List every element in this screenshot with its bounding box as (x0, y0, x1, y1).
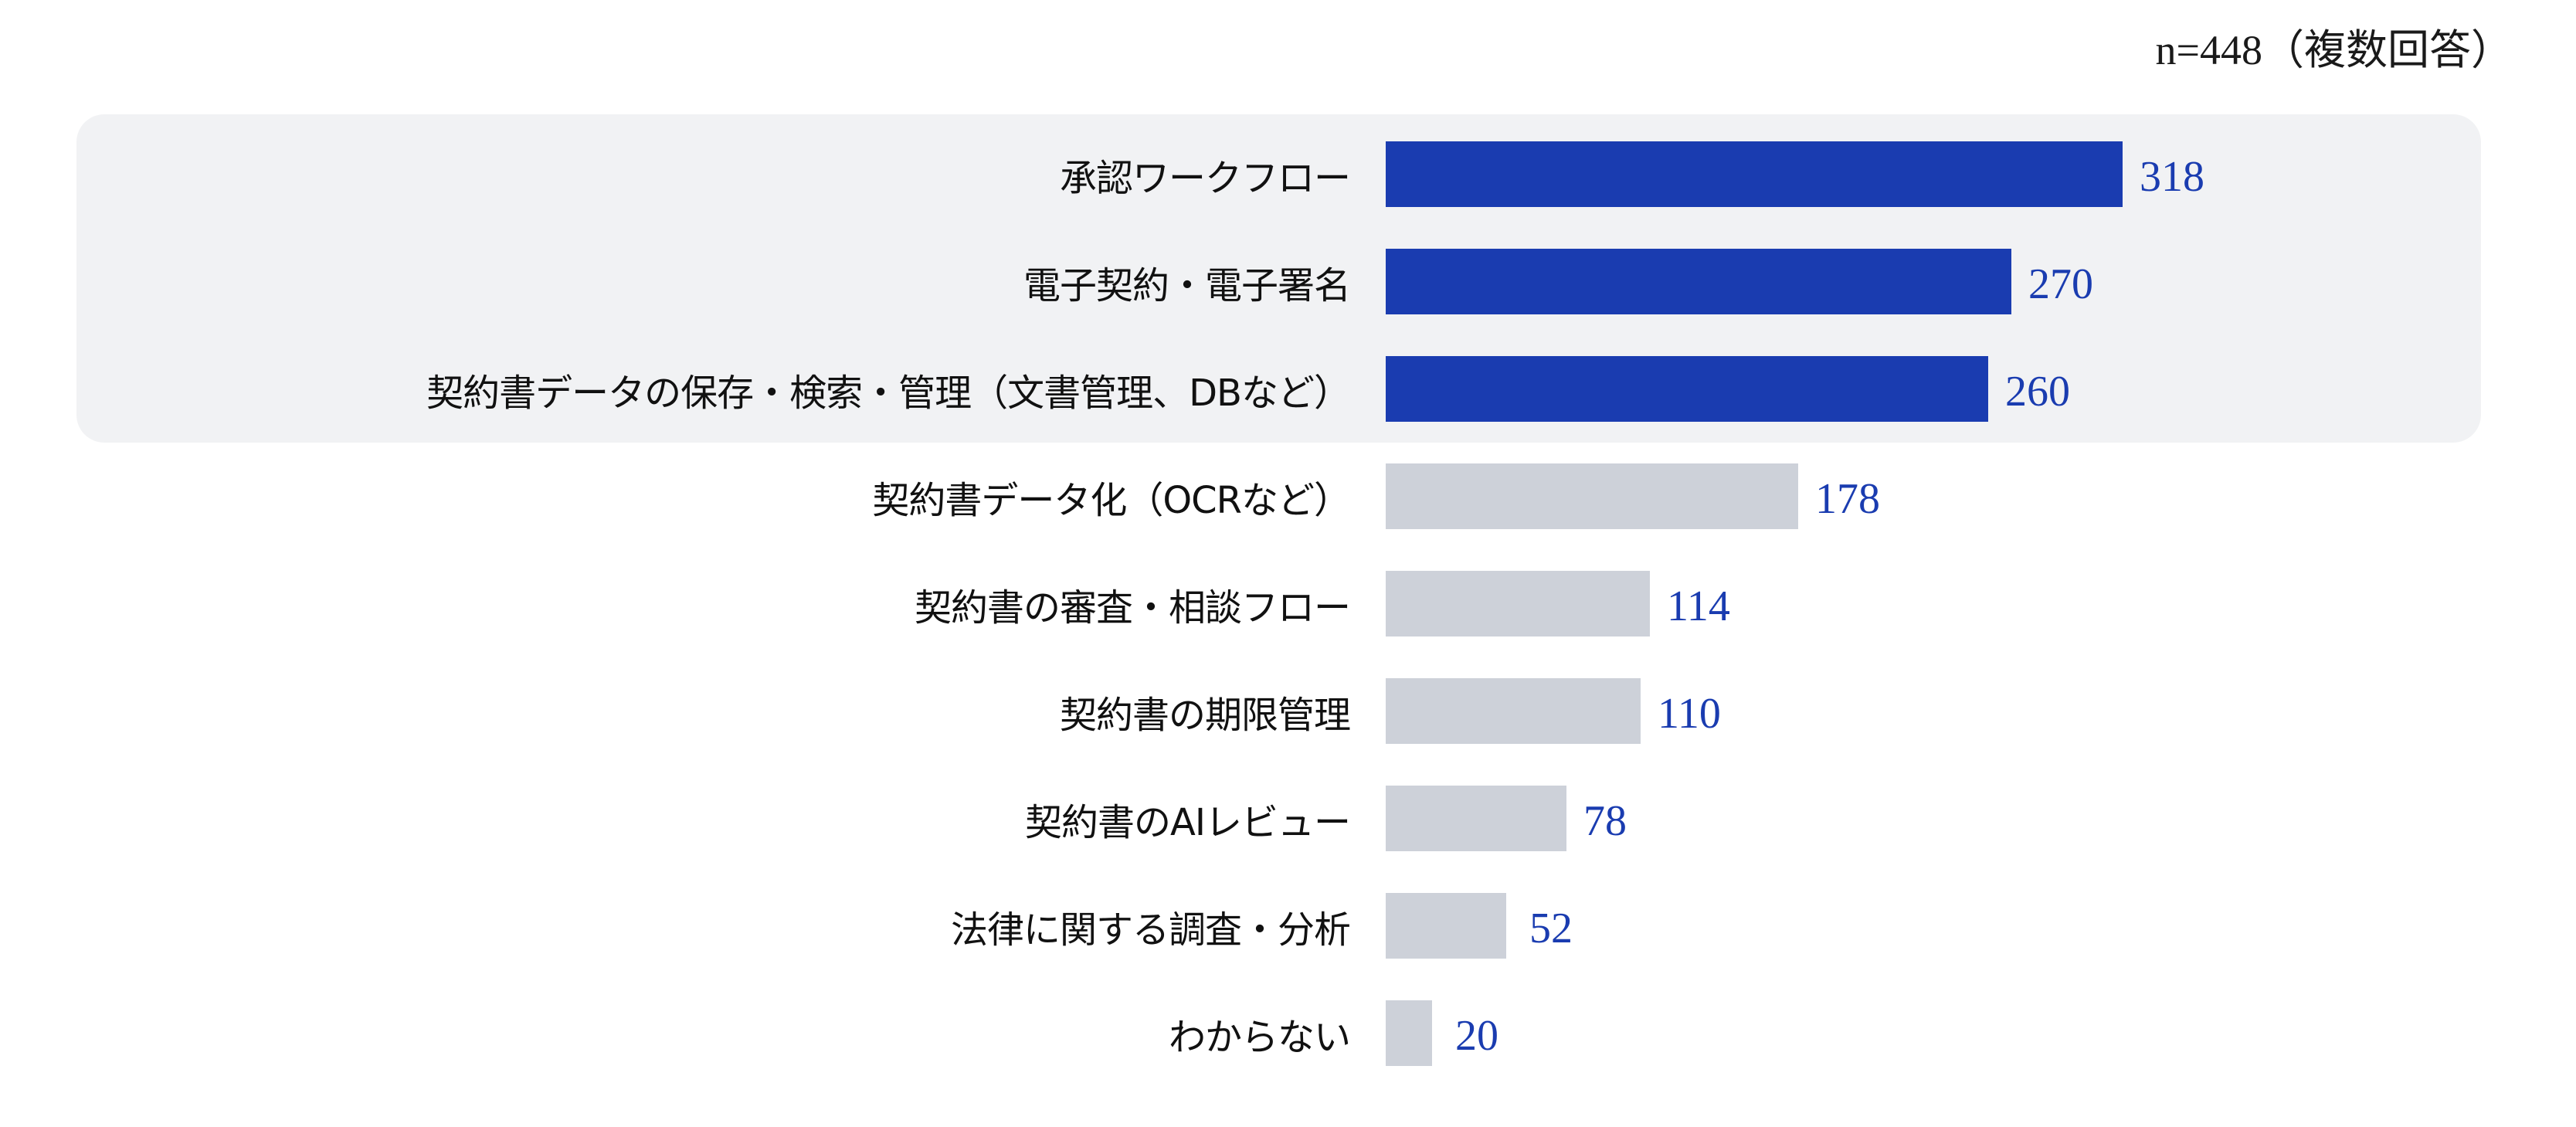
bar (1386, 1000, 1432, 1066)
bar (1386, 786, 1566, 851)
category-label: 契約書の審査・相談フロー (914, 586, 1351, 630)
bar-row: 契約書の審査・相談フロー 114 (0, 571, 2576, 636)
bar-row: 承認ワークフロー 318 (0, 141, 2576, 207)
category-label: わからない (1168, 1015, 1351, 1059)
category-label: 契約書データ化（OCRなど） (872, 478, 1351, 522)
sample-size-note: n=448（複数回答） (2155, 27, 2513, 73)
bar-row: 法律に関する調査・分析 52 (0, 893, 2576, 959)
bar-row: 契約書データの保存・検索・管理（文書管理、DBなど） 260 (0, 356, 2576, 422)
value-label: 52 (1529, 904, 1573, 952)
category-label: 契約書データの保存・検索・管理（文書管理、DBなど） (426, 371, 1351, 415)
bar (1386, 463, 1798, 529)
bar-row: 電子契約・電子署名 270 (0, 249, 2576, 314)
bar (1386, 893, 1506, 959)
bar (1386, 356, 1988, 422)
bar-row: 契約書のAIレビュー 78 (0, 786, 2576, 851)
bar-row: わからない 20 (0, 1000, 2576, 1066)
value-label: 78 (1583, 796, 1627, 845)
value-label: 260 (2005, 367, 2070, 416)
category-label: 契約書のAIレビュー (1025, 800, 1351, 844)
bar (1386, 571, 1650, 636)
category-label: 承認ワークフロー (1059, 156, 1351, 200)
value-label: 110 (1658, 689, 1721, 738)
bar-row: 契約書データ化（OCRなど） 178 (0, 463, 2576, 529)
category-label: 法律に関する調査・分析 (950, 908, 1351, 952)
value-label: 20 (1455, 1011, 1498, 1060)
value-label: 270 (2028, 260, 2093, 308)
bar (1386, 141, 2123, 207)
category-label: 電子契約・電子署名 (1023, 263, 1351, 307)
bar (1386, 678, 1641, 744)
value-label: 114 (1667, 582, 1730, 630)
value-label: 178 (1815, 474, 1880, 523)
bar (1386, 249, 2011, 314)
bar-row: 契約書の期限管理 110 (0, 678, 2576, 744)
category-label: 契約書の期限管理 (1059, 693, 1351, 737)
value-label: 318 (2140, 152, 2204, 201)
